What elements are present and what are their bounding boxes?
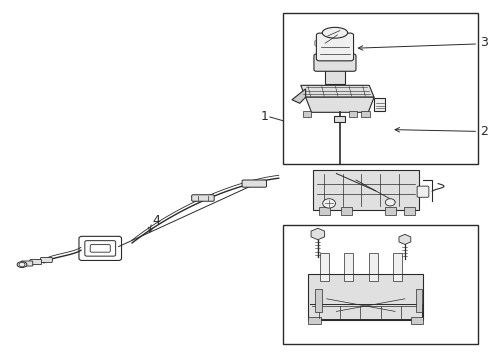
- Polygon shape: [398, 234, 410, 244]
- FancyBboxPatch shape: [316, 33, 353, 61]
- FancyBboxPatch shape: [21, 261, 33, 266]
- FancyBboxPatch shape: [307, 317, 320, 324]
- FancyBboxPatch shape: [410, 317, 423, 324]
- FancyBboxPatch shape: [302, 111, 310, 117]
- Polygon shape: [305, 97, 373, 112]
- Bar: [282, 225, 477, 344]
- FancyBboxPatch shape: [319, 253, 328, 281]
- FancyBboxPatch shape: [318, 207, 329, 215]
- Text: 1: 1: [261, 111, 268, 123]
- Polygon shape: [310, 228, 324, 240]
- FancyBboxPatch shape: [368, 253, 377, 281]
- FancyBboxPatch shape: [30, 260, 41, 265]
- FancyBboxPatch shape: [344, 253, 352, 281]
- Polygon shape: [373, 98, 384, 111]
- Polygon shape: [291, 89, 305, 103]
- FancyBboxPatch shape: [307, 274, 423, 320]
- FancyBboxPatch shape: [348, 111, 357, 117]
- FancyBboxPatch shape: [191, 195, 214, 201]
- Text: 3: 3: [479, 36, 487, 49]
- Text: 4: 4: [152, 214, 160, 227]
- FancyBboxPatch shape: [242, 180, 266, 187]
- Circle shape: [19, 262, 25, 267]
- FancyBboxPatch shape: [334, 116, 345, 122]
- FancyBboxPatch shape: [416, 186, 428, 197]
- Circle shape: [322, 199, 335, 208]
- Circle shape: [385, 199, 394, 206]
- Text: 2: 2: [479, 125, 487, 138]
- FancyBboxPatch shape: [325, 68, 344, 84]
- FancyBboxPatch shape: [361, 111, 369, 117]
- Polygon shape: [300, 85, 373, 97]
- FancyBboxPatch shape: [404, 207, 414, 215]
- FancyBboxPatch shape: [313, 54, 355, 71]
- FancyBboxPatch shape: [312, 170, 418, 210]
- FancyBboxPatch shape: [41, 257, 52, 262]
- FancyBboxPatch shape: [415, 289, 422, 312]
- Bar: [282, 13, 477, 164]
- FancyBboxPatch shape: [314, 289, 321, 312]
- FancyBboxPatch shape: [392, 253, 401, 281]
- Ellipse shape: [322, 27, 347, 38]
- Ellipse shape: [17, 262, 27, 267]
- FancyBboxPatch shape: [384, 207, 395, 215]
- FancyBboxPatch shape: [340, 207, 351, 215]
